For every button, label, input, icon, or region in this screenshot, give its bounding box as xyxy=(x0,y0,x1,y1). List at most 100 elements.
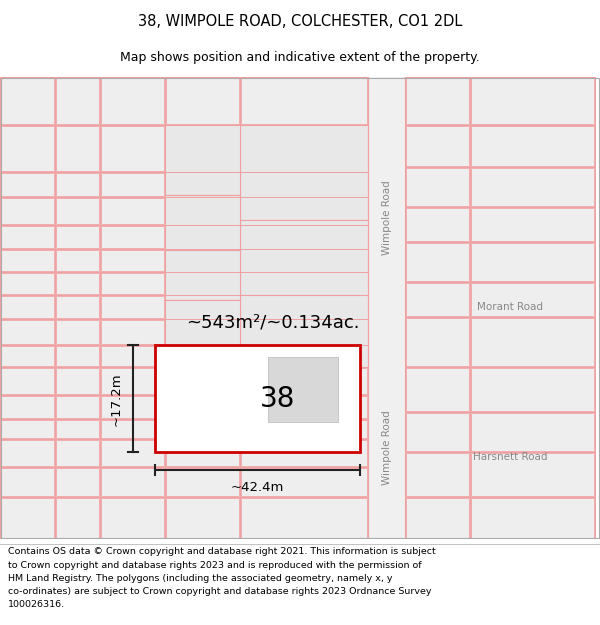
Bar xyxy=(166,441,239,466)
Bar xyxy=(56,173,99,196)
Bar xyxy=(1,321,54,344)
Bar xyxy=(471,209,594,241)
Bar xyxy=(166,368,239,394)
Bar xyxy=(406,318,469,366)
Bar xyxy=(166,274,239,294)
Text: ~17.2m: ~17.2m xyxy=(110,372,123,426)
Bar xyxy=(240,126,368,221)
Bar xyxy=(406,368,469,411)
Bar xyxy=(471,414,594,451)
Bar xyxy=(471,126,594,166)
Bar xyxy=(101,396,164,419)
Bar xyxy=(406,284,469,316)
Bar xyxy=(165,196,240,251)
Bar xyxy=(56,346,99,366)
Bar xyxy=(1,346,54,366)
Bar xyxy=(471,454,594,496)
Bar xyxy=(101,274,164,294)
Text: ~543m²/~0.134ac.: ~543m²/~0.134ac. xyxy=(186,314,359,331)
Bar xyxy=(241,469,367,496)
Bar xyxy=(471,368,594,411)
Bar xyxy=(56,78,99,124)
Bar xyxy=(241,499,367,538)
Bar xyxy=(101,173,164,196)
Bar xyxy=(1,499,54,538)
Bar xyxy=(166,321,239,344)
Text: HM Land Registry. The polygons (including the associated geometry, namely x, y: HM Land Registry. The polygons (includin… xyxy=(8,574,392,583)
Text: to Crown copyright and database rights 2023 and is reproduced with the permissio: to Crown copyright and database rights 2… xyxy=(8,561,422,570)
Bar xyxy=(1,396,54,419)
Bar xyxy=(1,368,54,394)
Bar xyxy=(166,126,239,171)
Bar xyxy=(56,368,99,394)
Bar xyxy=(1,199,54,224)
Bar xyxy=(1,469,54,496)
Bar xyxy=(56,251,99,271)
Bar xyxy=(406,168,469,206)
Bar xyxy=(101,421,164,439)
Bar xyxy=(56,396,99,419)
Bar xyxy=(101,226,164,248)
Text: Map shows position and indicative extent of the property.: Map shows position and indicative extent… xyxy=(120,51,480,64)
Bar xyxy=(165,251,240,301)
Bar xyxy=(471,78,594,124)
Text: Wimpole Road: Wimpole Road xyxy=(382,410,392,485)
Bar xyxy=(241,78,367,124)
Bar xyxy=(166,199,239,224)
Bar xyxy=(56,226,99,248)
Bar xyxy=(166,226,239,248)
Bar xyxy=(241,396,367,419)
Bar xyxy=(471,168,594,206)
Bar xyxy=(241,421,367,439)
Bar xyxy=(101,78,164,124)
Text: 38: 38 xyxy=(260,385,295,413)
Bar xyxy=(471,318,594,366)
Bar xyxy=(406,126,469,166)
Bar xyxy=(1,78,54,124)
Bar xyxy=(101,368,164,394)
Bar xyxy=(101,199,164,224)
Text: ~42.4m: ~42.4m xyxy=(231,481,284,494)
Bar xyxy=(406,454,469,496)
Bar xyxy=(166,421,239,439)
Bar xyxy=(241,296,367,318)
Bar xyxy=(101,126,164,171)
Bar xyxy=(471,243,594,281)
Bar xyxy=(101,251,164,271)
Bar xyxy=(155,346,360,452)
Bar xyxy=(241,274,367,294)
Bar xyxy=(241,226,367,248)
Bar xyxy=(56,296,99,318)
Bar xyxy=(241,173,367,196)
Bar xyxy=(241,321,367,344)
Bar xyxy=(241,346,367,366)
Text: Contains OS data © Crown copyright and database right 2021. This information is : Contains OS data © Crown copyright and d… xyxy=(8,548,436,556)
Bar xyxy=(241,251,367,271)
Bar xyxy=(101,346,164,366)
Bar xyxy=(166,173,239,196)
Bar xyxy=(166,396,239,419)
Bar xyxy=(368,78,405,539)
Bar xyxy=(406,414,469,451)
Bar xyxy=(1,296,54,318)
Bar xyxy=(1,251,54,271)
Text: co-ordinates) are subject to Crown copyright and database rights 2023 Ordnance S: co-ordinates) are subject to Crown copyr… xyxy=(8,588,431,596)
Bar xyxy=(166,251,239,271)
Bar xyxy=(56,441,99,466)
Bar xyxy=(1,226,54,248)
Bar xyxy=(101,469,164,496)
Bar xyxy=(1,126,54,171)
Bar xyxy=(1,421,54,439)
Text: 38, WIMPOLE ROAD, COLCHESTER, CO1 2DL: 38, WIMPOLE ROAD, COLCHESTER, CO1 2DL xyxy=(138,14,462,29)
Bar xyxy=(406,78,469,124)
Bar xyxy=(471,284,594,316)
Text: Harsnett Road: Harsnett Road xyxy=(473,452,547,462)
Bar xyxy=(406,243,469,281)
Bar xyxy=(471,499,594,538)
Bar xyxy=(268,357,338,422)
Bar xyxy=(406,499,469,538)
Bar xyxy=(240,221,368,296)
Bar xyxy=(241,199,367,224)
Bar xyxy=(101,499,164,538)
Bar xyxy=(56,421,99,439)
